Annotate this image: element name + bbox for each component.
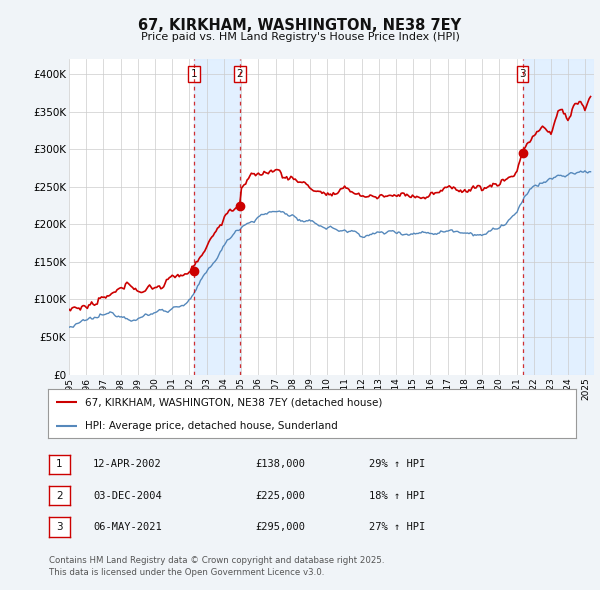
Text: 12-APR-2002: 12-APR-2002 [93,460,162,469]
Text: 1: 1 [56,460,63,469]
Text: Price paid vs. HM Land Registry's House Price Index (HPI): Price paid vs. HM Land Registry's House … [140,32,460,41]
Text: 67, KIRKHAM, WASHINGTON, NE38 7EY (detached house): 67, KIRKHAM, WASHINGTON, NE38 7EY (detac… [85,398,382,408]
Text: 3: 3 [56,522,63,532]
Text: 06-MAY-2021: 06-MAY-2021 [93,522,162,532]
Text: 1: 1 [191,69,197,79]
Text: 27% ↑ HPI: 27% ↑ HPI [369,522,425,532]
Text: 67, KIRKHAM, WASHINGTON, NE38 7EY: 67, KIRKHAM, WASHINGTON, NE38 7EY [139,18,461,33]
Text: 2: 2 [236,69,243,79]
Bar [194,59,240,375]
Text: 18% ↑ HPI: 18% ↑ HPI [369,491,425,500]
Text: £225,000: £225,000 [255,491,305,500]
Text: Contains HM Land Registry data © Crown copyright and database right 2025.
This d: Contains HM Land Registry data © Crown c… [49,556,385,577]
Text: HPI: Average price, detached house, Sunderland: HPI: Average price, detached house, Sund… [85,421,338,431]
Text: 03-DEC-2004: 03-DEC-2004 [93,491,162,500]
Text: £138,000: £138,000 [255,460,305,469]
Text: 3: 3 [519,69,526,79]
Text: 29% ↑ HPI: 29% ↑ HPI [369,460,425,469]
Text: £295,000: £295,000 [255,522,305,532]
Text: 2: 2 [56,491,63,500]
Bar [523,59,594,375]
